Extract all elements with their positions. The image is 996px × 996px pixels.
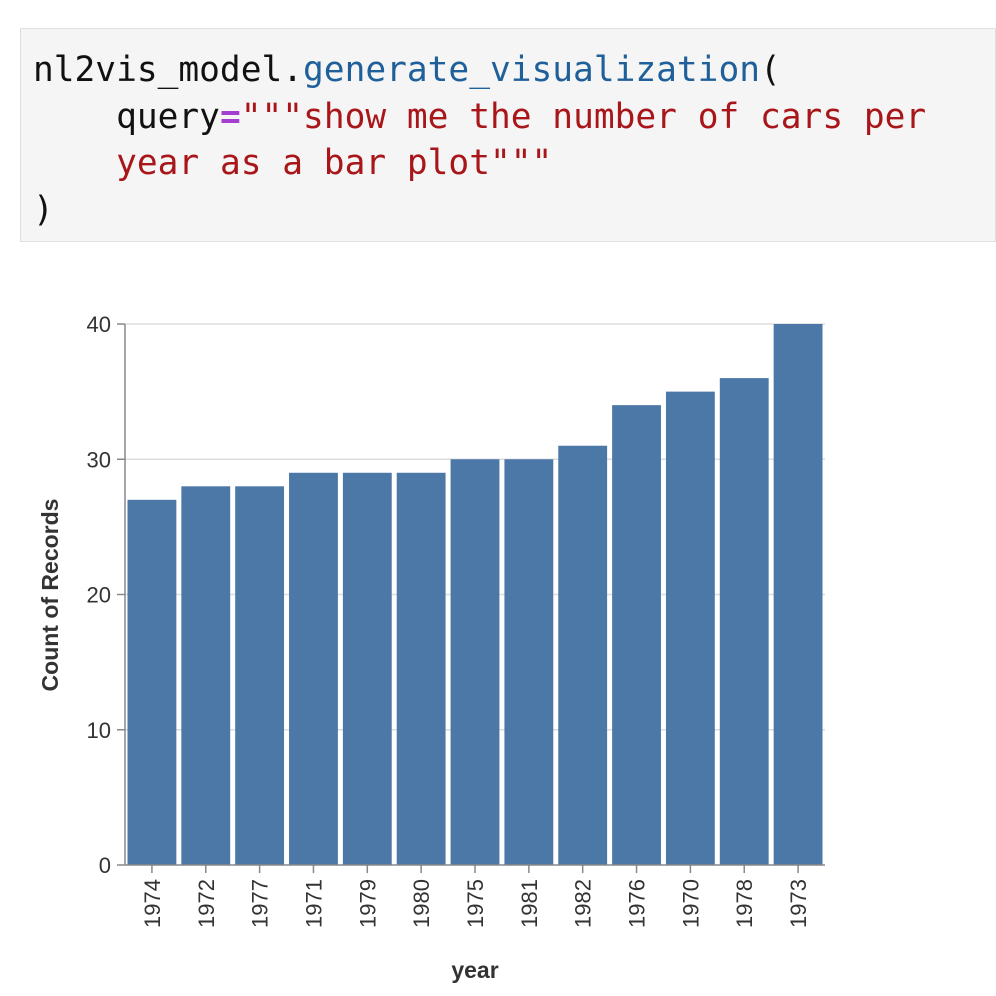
- code-object: nl2vis_model: [33, 50, 283, 90]
- code-cell[interactable]: nl2vis_model.generate_visualization( que…: [20, 28, 996, 242]
- x-tick-label: 1982: [571, 879, 596, 928]
- bar-1979: [342, 472, 392, 865]
- y-tick-label: 20: [87, 583, 111, 608]
- bar-1975: [450, 459, 500, 865]
- x-tick-label: 1974: [140, 879, 165, 928]
- y-axis-title: Count of Records: [37, 499, 63, 692]
- bar-1974: [127, 499, 177, 865]
- y-tick-label: 10: [87, 718, 111, 743]
- code-text: nl2vis_model.generate_visualization( que…: [33, 50, 927, 230]
- code-string-line1: """show me the number of cars per: [240, 96, 927, 137]
- y-tick-label: 0: [99, 853, 111, 878]
- x-tick-label: 1972: [194, 879, 219, 928]
- x-tick-label: 1977: [248, 879, 273, 928]
- y-tick-label: 30: [87, 447, 111, 472]
- bar-1977: [235, 486, 285, 865]
- bar-1971: [289, 472, 338, 865]
- code-equals: =: [219, 96, 241, 137]
- y-tick-label: 40: [87, 312, 111, 337]
- bar-1980: [396, 472, 446, 865]
- x-tick-label: 1980: [409, 879, 434, 928]
- code-close-paren: ): [33, 189, 54, 230]
- x-tick-label: 1975: [463, 879, 488, 928]
- bar-1981: [504, 459, 554, 865]
- x-tick-label: 1978: [732, 879, 757, 928]
- bar-1978: [719, 378, 769, 865]
- code-method: generate_visualization: [303, 50, 760, 90]
- code-string-line2: year as a bar plot""": [116, 143, 553, 183]
- x-axis-title: year: [451, 957, 498, 983]
- code-open-paren: (: [760, 50, 781, 90]
- bar-1970: [665, 391, 715, 865]
- bar-1972: [181, 486, 231, 865]
- x-tick-label: 1971: [301, 879, 326, 928]
- bar-1976: [612, 405, 661, 865]
- x-tick-label: 1976: [625, 879, 650, 928]
- x-tick-label: 1981: [517, 879, 542, 928]
- code-arg-name: query: [116, 96, 220, 137]
- bar-1982: [558, 445, 608, 865]
- x-tick-label: 1970: [678, 879, 703, 928]
- bar-1973: [773, 324, 823, 865]
- x-tick-label: 1979: [355, 879, 380, 928]
- x-tick-label: 1973: [786, 879, 811, 928]
